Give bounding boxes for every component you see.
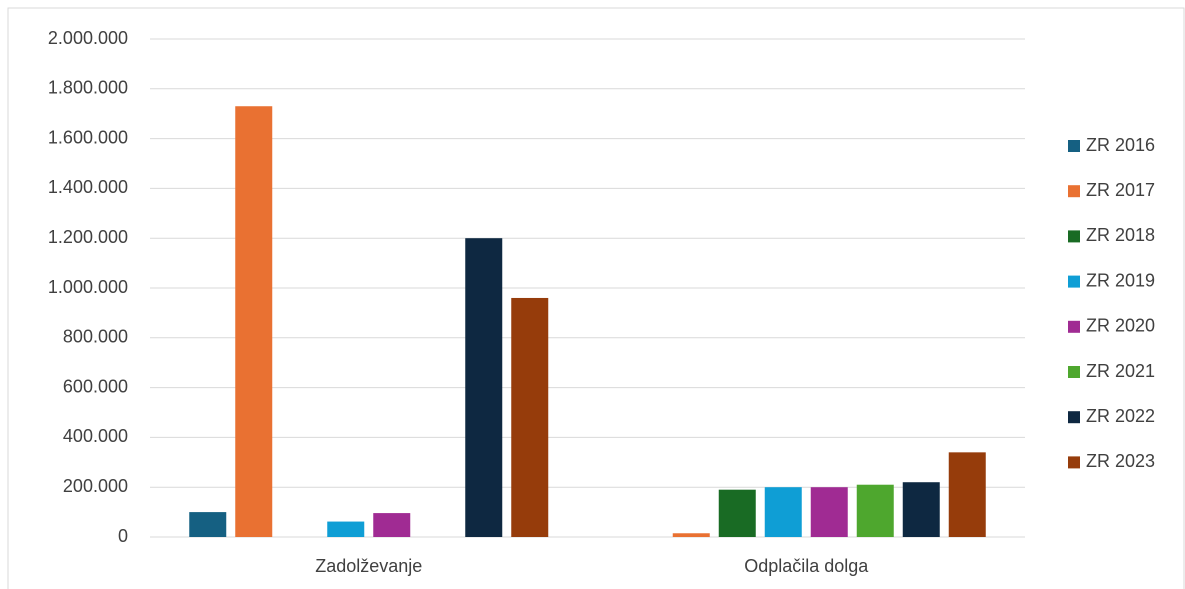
- legend-label: ZR 2022: [1086, 406, 1155, 426]
- bar: [810, 487, 848, 537]
- bar: [373, 513, 411, 537]
- legend-label: ZR 2019: [1086, 270, 1155, 290]
- legend-label: ZR 2018: [1086, 225, 1155, 245]
- y-tick-label: 400.000: [63, 426, 128, 446]
- bar: [948, 452, 986, 537]
- legend-label: ZR 2020: [1086, 316, 1155, 336]
- bar: [235, 106, 273, 537]
- y-tick-label: 1.800.000: [48, 78, 128, 98]
- y-tick-label: 0: [118, 526, 128, 546]
- bar: [902, 482, 940, 537]
- legend-label: ZR 2023: [1086, 451, 1155, 471]
- x-tick-label: Zadolževanje: [315, 556, 422, 576]
- chart-border: [7, 7, 1185, 589]
- bar: [465, 238, 503, 537]
- y-tick-label: 2.000.000: [48, 28, 128, 48]
- bar: [189, 512, 227, 537]
- legend-swatch: [1068, 366, 1080, 378]
- y-tick-label: 600.000: [63, 376, 128, 396]
- legend-label: ZR 2016: [1086, 135, 1155, 155]
- bar: [672, 533, 710, 537]
- y-tick-label: 1.600.000: [48, 127, 128, 147]
- legend-label: ZR 2021: [1086, 361, 1155, 381]
- y-tick-label: 800.000: [63, 327, 128, 347]
- y-tick-label: 200.000: [63, 476, 128, 496]
- bar: [718, 489, 756, 537]
- legend-swatch: [1068, 275, 1080, 288]
- legend-swatch: [1068, 230, 1080, 243]
- y-tick-label: 1.000.000: [48, 277, 128, 297]
- bar: [327, 521, 365, 537]
- bar: [511, 297, 549, 537]
- legend-label: ZR 2017: [1086, 180, 1155, 200]
- legend-swatch: [1068, 140, 1080, 152]
- x-tick-label: Odplačila dolga: [744, 556, 869, 576]
- bar: [856, 484, 894, 537]
- legend-swatch: [1068, 185, 1080, 198]
- bar: [764, 487, 802, 537]
- y-tick-label: 1.400.000: [48, 177, 128, 197]
- legend-swatch: [1068, 456, 1080, 469]
- legend-swatch: [1068, 411, 1080, 424]
- legend-swatch: [1068, 320, 1080, 333]
- y-tick-label: 1.200.000: [48, 227, 128, 247]
